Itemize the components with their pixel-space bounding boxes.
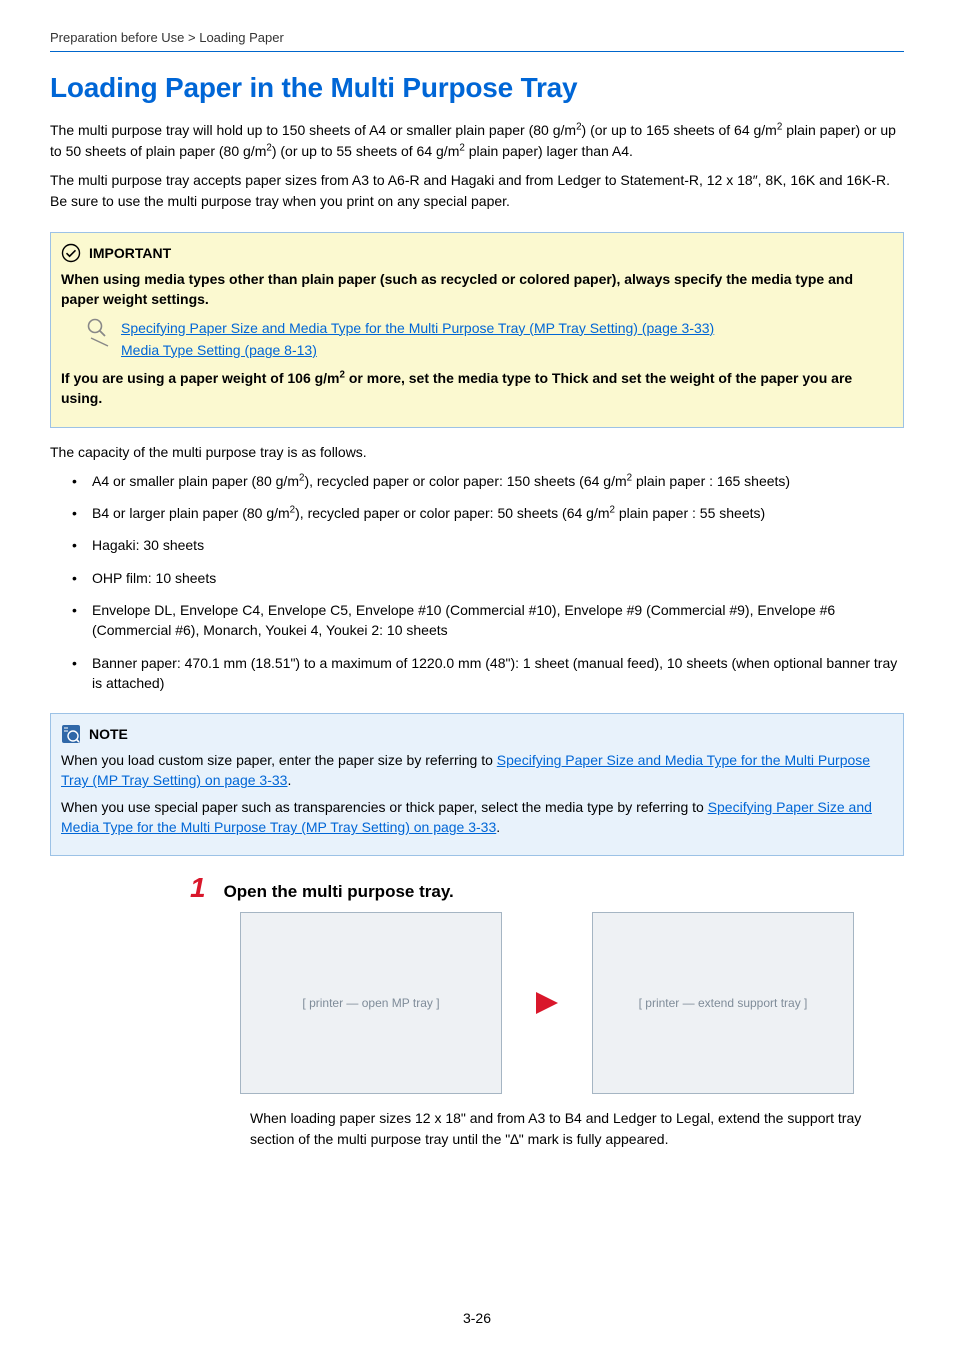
important-line-1: When using media types other than plain … xyxy=(61,269,893,310)
list-item: OHP film: 10 sheets xyxy=(72,568,904,588)
important-label: IMPORTANT xyxy=(89,245,171,261)
note-callout: NOTE When you load custom size paper, en… xyxy=(50,713,904,856)
important-callout: IMPORTANT When using media types other t… xyxy=(50,232,904,428)
step-title: Open the multi purpose tray. xyxy=(224,882,454,902)
note-icon xyxy=(61,724,81,744)
intro-paragraph-2: The multi purpose tray accepts paper siz… xyxy=(50,170,904,212)
capacity-intro: The capacity of the multi purpose tray i… xyxy=(50,442,904,463)
list-item: Banner paper: 470.1 mm (18.51") to a max… xyxy=(72,653,904,694)
page-title: Loading Paper in the Multi Purpose Tray xyxy=(50,72,904,104)
important-link-2[interactable]: Media Type Setting (page 8-13) xyxy=(121,340,714,360)
note-paragraph-1: When you load custom size paper, enter t… xyxy=(61,750,893,791)
list-item: Hagaki: 30 sheets xyxy=(72,535,904,555)
important-line-2: If you are using a paper weight of 106 g… xyxy=(61,368,893,409)
important-link-1[interactable]: Specifying Paper Size and Media Type for… xyxy=(121,318,714,338)
capacity-list: A4 or smaller plain paper (80 g/m2), rec… xyxy=(50,471,904,693)
header-rule xyxy=(50,51,904,52)
note-paragraph-2: When you use special paper such as trans… xyxy=(61,797,893,838)
list-item: A4 or smaller plain paper (80 g/m2), rec… xyxy=(72,471,904,491)
list-item: B4 or larger plain paper (80 g/m2), recy… xyxy=(72,503,904,523)
list-item: Envelope DL, Envelope C4, Envelope C5, E… xyxy=(72,600,904,641)
step-number: 1 xyxy=(190,874,206,902)
note-label: NOTE xyxy=(89,726,128,742)
step-subtext: When loading paper sizes 12 x 18" and fr… xyxy=(250,1108,904,1150)
illustration-open-tray: [ printer — open MP tray ] xyxy=(240,912,502,1094)
illustration-extend-tray: [ printer — extend support tray ] xyxy=(592,912,854,1094)
arrow-right-icon xyxy=(532,988,562,1018)
magnifier-icon xyxy=(85,316,113,355)
intro-paragraph-1: The multi purpose tray will hold up to 1… xyxy=(50,120,904,162)
breadcrumb: Preparation before Use > Loading Paper xyxy=(50,30,904,51)
page-number: 3-26 xyxy=(0,1310,954,1326)
check-circle-icon xyxy=(61,243,81,263)
